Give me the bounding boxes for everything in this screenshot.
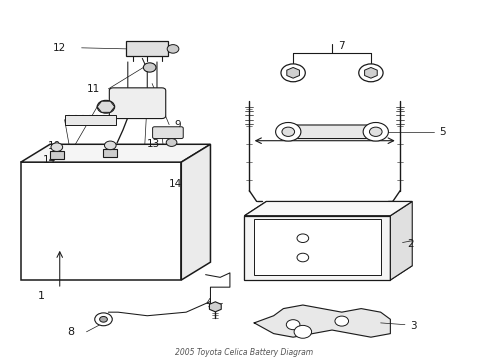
Text: 6: 6: [325, 125, 332, 135]
Circle shape: [282, 127, 294, 136]
Polygon shape: [254, 305, 389, 337]
Circle shape: [275, 122, 300, 141]
Circle shape: [363, 122, 387, 141]
Text: 2: 2: [407, 239, 413, 249]
Text: 13: 13: [147, 139, 160, 149]
Text: 3: 3: [409, 321, 416, 332]
Circle shape: [51, 143, 62, 152]
Polygon shape: [181, 144, 210, 280]
Polygon shape: [97, 101, 115, 112]
Circle shape: [100, 316, 107, 322]
Circle shape: [296, 253, 308, 262]
Text: 4: 4: [205, 298, 212, 308]
Circle shape: [286, 320, 299, 330]
Text: 14: 14: [42, 156, 56, 165]
Text: 10: 10: [47, 141, 61, 151]
Circle shape: [296, 234, 308, 243]
Text: 1: 1: [38, 291, 45, 301]
Circle shape: [167, 45, 179, 53]
FancyBboxPatch shape: [126, 41, 168, 56]
Circle shape: [104, 141, 116, 150]
Text: 14: 14: [169, 179, 182, 189]
Bar: [254, 219, 380, 275]
Text: 2005 Toyota Celica Battery Diagram: 2005 Toyota Celica Battery Diagram: [175, 348, 313, 357]
Circle shape: [334, 316, 348, 326]
Polygon shape: [286, 67, 299, 78]
Text: 11: 11: [86, 84, 100, 94]
Circle shape: [143, 63, 156, 72]
Circle shape: [369, 127, 381, 136]
Text: 9: 9: [174, 120, 180, 130]
Polygon shape: [364, 67, 376, 78]
FancyBboxPatch shape: [281, 125, 382, 139]
Polygon shape: [209, 302, 221, 312]
Circle shape: [293, 325, 311, 338]
Polygon shape: [389, 202, 411, 280]
Text: 5: 5: [438, 127, 445, 137]
Bar: [50, 151, 63, 158]
Text: 8: 8: [67, 327, 74, 337]
Polygon shape: [244, 266, 411, 280]
Bar: [103, 149, 117, 157]
Polygon shape: [244, 202, 266, 280]
Circle shape: [97, 100, 115, 113]
FancyBboxPatch shape: [152, 127, 183, 139]
Polygon shape: [21, 144, 210, 162]
Polygon shape: [244, 202, 411, 216]
Circle shape: [281, 64, 305, 82]
Bar: [244, 216, 389, 280]
Text: 12: 12: [52, 43, 65, 53]
Circle shape: [358, 64, 382, 82]
Text: 7: 7: [338, 41, 345, 51]
Circle shape: [95, 313, 112, 326]
Bar: [64, 114, 116, 125]
Bar: [21, 162, 181, 280]
FancyBboxPatch shape: [109, 88, 165, 118]
Circle shape: [166, 139, 177, 147]
